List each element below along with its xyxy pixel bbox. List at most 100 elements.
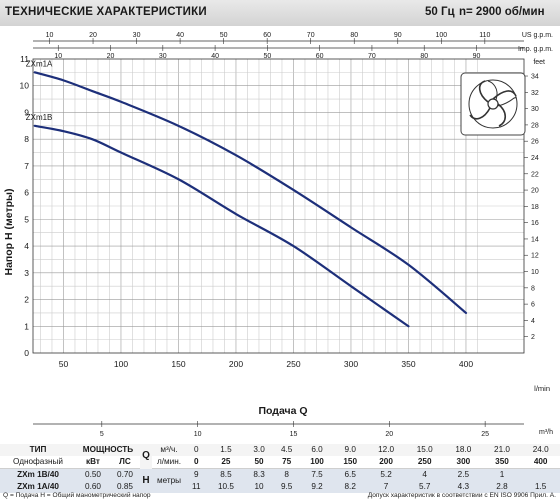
m3h-tick-label: 5 <box>100 431 104 438</box>
imp-gpm-label: Imp. g.p.m. <box>518 46 553 53</box>
power-kw: 0.60 <box>76 481 110 493</box>
head-value: 11 <box>186 481 207 493</box>
head-value: 2.5 <box>444 468 483 481</box>
q-lmin-value: 200 <box>366 456 406 469</box>
us-gpm-label: US g.p.m. <box>522 32 553 39</box>
feet-tick-label: 8 <box>531 285 535 292</box>
head-value: 9.2 <box>300 481 334 493</box>
q-lmin-value: 25 <box>206 456 246 469</box>
frequency-label: 50 Гц <box>425 6 455 18</box>
imp-gpm-tick-label: 50 <box>263 53 271 60</box>
q-lmin-value: 75 <box>272 456 301 469</box>
model-name: ZXm 1A/40 <box>0 481 76 493</box>
x-tick-label: 400 <box>459 359 473 369</box>
feet-tick-label: 14 <box>531 236 539 243</box>
head-value: 1 <box>482 468 522 481</box>
power-kw: 0.50 <box>76 468 110 481</box>
q-m3h-value: 18.0 <box>444 444 483 456</box>
head-value: 4.3 <box>444 481 483 493</box>
q-lmin-value: 150 <box>333 456 367 469</box>
q-m3h-value: 24.0 <box>521 444 560 456</box>
feet-tick-label: 12 <box>531 253 539 260</box>
x-tick-label: 150 <box>171 359 185 369</box>
head-value: 6.5 <box>333 468 367 481</box>
x-tick-label: 350 <box>401 359 415 369</box>
table-row: ZXm 1A/40 0.60 0.85 11 10.5 10 9.5 9.2 8… <box>0 481 560 493</box>
us-gpm-tick-label: 100 <box>435 32 447 39</box>
h-unit: метры <box>152 468 186 493</box>
head-value: 9.5 <box>272 481 301 493</box>
feet-tick-label: 30 <box>531 106 539 113</box>
q-m3h-value: 9.0 <box>333 444 367 456</box>
q-lmin-value: 350 <box>482 456 522 469</box>
y-tick-label: 6 <box>24 188 29 198</box>
us-gpm-tick-label: 10 <box>46 32 54 39</box>
power-hp: 0.70 <box>110 468 140 481</box>
feet-tick-label: 34 <box>531 74 539 81</box>
performance-table: ТИП МОЩНОСТЬ Q м³/ч. 0 1.5 3.0 4.5 6.0 9… <box>0 444 560 493</box>
us-gpm-tick-label: 50 <box>220 32 228 39</box>
imp-gpm-tick-label: 40 <box>211 53 219 60</box>
power-header: МОЩНОСТЬ <box>76 444 140 456</box>
feet-tick-label: 16 <box>531 220 539 227</box>
feet-tick-label: 18 <box>531 204 539 211</box>
page-title: ТЕХНИЧЕСКИЕ ХАРАКТЕРИСТИКИ <box>5 6 207 18</box>
x-tick-label: 250 <box>286 359 300 369</box>
m3h-tick-label: 25 <box>481 431 489 438</box>
feet-tick-label: 26 <box>531 139 539 146</box>
x-tick-label: 200 <box>229 359 243 369</box>
m3h-tick-label: 15 <box>290 431 298 438</box>
feet-tick-label: 24 <box>531 155 539 162</box>
hp-header: ЛС <box>110 456 140 469</box>
us-gpm-tick-label: 70 <box>307 32 315 39</box>
feet-tick-label: 28 <box>531 122 539 129</box>
y-tick-label: 11 <box>20 54 29 64</box>
q-m3h-value: 3.0 <box>245 444 273 456</box>
y-tick-label: 2 <box>24 295 29 305</box>
m3h-unit-label: m³/h <box>539 429 553 436</box>
series-lines: ZXm1A ZXm1B <box>26 59 468 328</box>
table-row: ZXm 1B/40 0.50 0.70 H метры 9 8.5 8.3 8 … <box>0 468 560 493</box>
us-gpm-tick-label: 40 <box>176 32 184 39</box>
head-value: 9 <box>186 468 207 481</box>
series-line-zxm1b <box>33 124 410 328</box>
table-subheader-row: Однофазный кВт ЛС л/мин. 0 25 50 75 100 … <box>0 456 560 469</box>
h-letter: H <box>140 468 152 493</box>
y-axis-label: Напор H (метры) <box>3 189 15 276</box>
y-tick-label: 7 <box>24 161 29 171</box>
imp-gpm-tick-label: 20 <box>107 53 115 60</box>
head-value: 7.5 <box>300 468 334 481</box>
feet-tick-label: 22 <box>531 171 539 178</box>
head-value: 4 <box>405 468 445 481</box>
imp-gpm-tick-label: 60 <box>316 53 324 60</box>
model-name: ZXm 1B/40 <box>0 468 76 481</box>
lmin-unit: л/мин. <box>152 456 186 469</box>
q-lmin-value: 50 <box>245 456 273 469</box>
header-bar: ТЕХНИЧЕСКИЕ ХАРАКТЕРИСТИКИ 50 Гц n= 2900… <box>0 0 560 26</box>
phase-label: Однофазный <box>0 456 76 469</box>
us-gpm-tick-label: 20 <box>89 32 97 39</box>
speed-label: n= 2900 об/мин <box>459 6 545 18</box>
feet-tick-label: 4 <box>531 318 535 325</box>
type-header: ТИП <box>0 444 76 456</box>
y-tick-label: 5 <box>24 214 29 224</box>
series-label-zxm1a: ZXm1A <box>26 59 53 68</box>
footer-tolerance: Допуск характеристик в соответствии с EN… <box>367 492 556 499</box>
y-tick-label: 0 <box>24 348 29 358</box>
kw-header: кВт <box>76 456 110 469</box>
imp-gpm-tick-label: 80 <box>420 53 428 60</box>
q-m3h-value: 21.0 <box>482 444 522 456</box>
head-value: 7 <box>366 481 406 493</box>
head-value <box>521 468 560 481</box>
y-tick-label: 8 <box>24 134 29 144</box>
feet-tick-label: 6 <box>531 302 535 309</box>
q-lmin-value: 100 <box>300 456 334 469</box>
y-tick-label: 4 <box>24 241 29 251</box>
head-value: 2.8 <box>482 481 522 493</box>
m3h-tick-label: 10 <box>194 431 202 438</box>
feet-tick-label: 10 <box>531 269 539 276</box>
y-tick-label: 10 <box>20 81 30 91</box>
imp-gpm-tick-label: 10 <box>54 53 62 60</box>
y-tick-label: 1 <box>24 321 29 331</box>
